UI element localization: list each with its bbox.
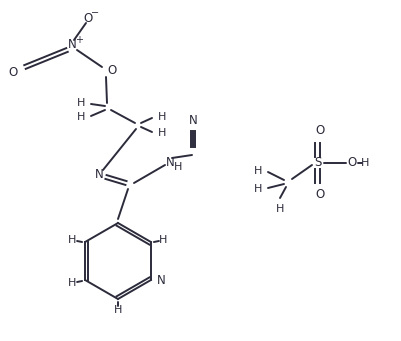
Text: H: H bbox=[113, 305, 122, 315]
Text: H: H bbox=[173, 162, 182, 172]
Text: O: O bbox=[107, 64, 116, 77]
Text: O: O bbox=[83, 12, 92, 25]
Text: O: O bbox=[8, 65, 18, 78]
Text: O: O bbox=[315, 124, 324, 137]
Text: H: H bbox=[360, 158, 368, 168]
Text: +: + bbox=[75, 35, 83, 45]
Text: H: H bbox=[68, 235, 76, 245]
Text: N: N bbox=[188, 115, 197, 128]
Text: H: H bbox=[275, 204, 284, 214]
Text: O: O bbox=[315, 189, 324, 202]
Text: N: N bbox=[94, 168, 103, 181]
Text: O: O bbox=[346, 157, 356, 169]
Text: H: H bbox=[158, 235, 167, 245]
Text: N: N bbox=[156, 273, 165, 286]
Text: H: H bbox=[77, 112, 85, 122]
Text: S: S bbox=[314, 157, 321, 169]
Text: H: H bbox=[68, 278, 76, 288]
Text: N: N bbox=[67, 39, 76, 51]
Text: H: H bbox=[253, 184, 261, 194]
Text: −: − bbox=[91, 8, 99, 18]
Text: H: H bbox=[253, 166, 261, 176]
Text: H: H bbox=[158, 112, 166, 122]
Text: H: H bbox=[158, 128, 166, 138]
Text: N: N bbox=[165, 157, 174, 169]
Text: H: H bbox=[77, 98, 85, 108]
